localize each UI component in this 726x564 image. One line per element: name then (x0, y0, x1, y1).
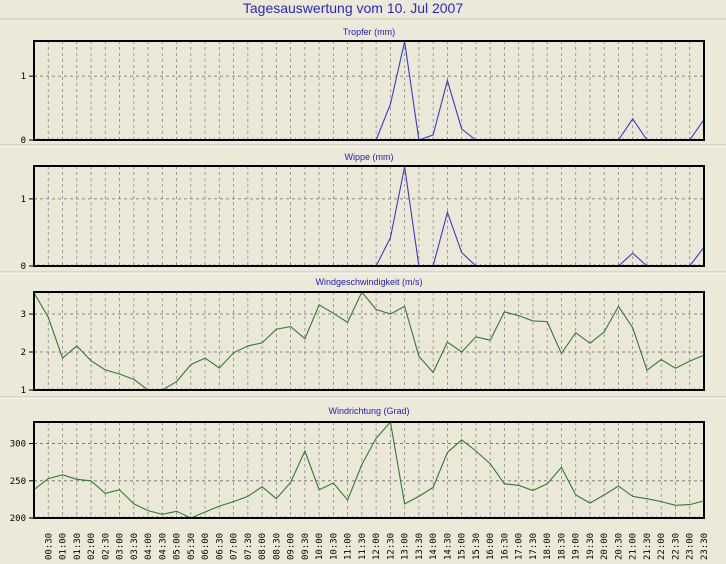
x-tick-label: 12:00 (372, 533, 382, 560)
x-tick-label: 00:30 (44, 533, 54, 560)
plot-frame (33, 165, 705, 267)
x-tick-label: 03:00 (116, 533, 126, 560)
panel-title-wippe: Wippe (mm) (345, 152, 394, 162)
panel-title-windrichtung: Windrichtung (Grad) (328, 406, 409, 416)
panel-1: 01 (0, 40, 726, 147)
x-tick-label: 13:30 (415, 533, 425, 560)
x-tick-label: 05:30 (187, 533, 197, 560)
x-tick-label: 16:30 (500, 533, 510, 560)
x-tick-label: 20:00 (600, 533, 610, 560)
x-tick-label: 16:00 (486, 533, 496, 560)
plot-area (34, 166, 704, 266)
x-tick-label: 23:00 (686, 533, 696, 560)
y-tick-label: 1 (21, 386, 26, 396)
panel-3: 1 2 3 (0, 290, 726, 399)
y-tick-label: 250 (10, 477, 26, 487)
x-tick-label: 22:30 (671, 533, 681, 560)
x-tick-label: 23:30 (700, 533, 710, 560)
panel-4: 200 250 300 (10, 420, 705, 524)
x-tick-label: 09:30 (301, 533, 311, 560)
x-tick-label: 01:30 (73, 533, 83, 560)
y-tick-label: 1 (21, 195, 26, 205)
x-tick-label: 10:30 (329, 533, 339, 560)
y-tick-label: 3 (21, 310, 26, 320)
x-tick-label: 04:30 (158, 533, 168, 560)
x-tick-label: 04:00 (144, 533, 154, 560)
x-tick-label: 21:00 (629, 533, 639, 560)
y-tick-label: 0 (21, 262, 26, 272)
x-tick-label: 22:00 (657, 533, 667, 560)
plot-area (34, 41, 704, 140)
panel-2: 01 (0, 165, 726, 274)
y-tick-label: 300 (10, 440, 26, 450)
plot-area (34, 422, 704, 518)
x-axis-labels: 00:30 01:00 01:30 02:00 02:30 03:00 03:30 04:00… (44, 533, 710, 560)
x-tick-label: 06:00 (201, 533, 211, 560)
series-line (33, 420, 705, 519)
x-tick-label: 19:00 (572, 533, 582, 560)
x-tick-label: 17:30 (529, 533, 539, 560)
x-tick-label: 10:00 (315, 533, 325, 560)
x-tick-label: 18:30 (557, 533, 567, 560)
main-title: Tagesauswertung vom 10. Jul 2007 (243, 0, 463, 16)
panel-title-tropfer: Tropfer (mm) (343, 27, 395, 37)
y-tick-label: 200 (10, 514, 26, 524)
x-tick-label: 17:00 (515, 533, 525, 560)
plot-frame (33, 291, 705, 391)
x-tick-label: 15:30 (472, 533, 482, 560)
panel-title-windgeschwindigkeit: Windgeschwindigkeit (m/s) (315, 277, 422, 287)
x-tick-label: 02:00 (87, 533, 97, 560)
x-tick-label: 15:00 (458, 533, 468, 560)
x-tick-label: 02:30 (101, 533, 111, 560)
x-tick-label: 07:30 (244, 533, 254, 560)
x-tick-label: 14:00 (429, 533, 439, 560)
x-tick-label: 08:30 (272, 533, 282, 560)
plot-area (34, 292, 704, 390)
x-tick-label: 12:30 (386, 533, 396, 560)
x-tick-label: 08:00 (258, 533, 268, 560)
x-tick-label: 07:00 (230, 533, 240, 560)
x-tick-label: 11:30 (358, 533, 368, 560)
y-tick-label: 0 (21, 136, 26, 146)
x-tick-label: 18:00 (543, 533, 553, 560)
x-tick-label: 14:30 (443, 533, 453, 560)
y-tick-label: 2 (21, 348, 26, 358)
x-tick-label: 21:30 (643, 533, 653, 560)
plot-frame (33, 40, 705, 141)
x-tick-label: 03:30 (130, 533, 140, 560)
x-tick-label: 01:00 (59, 533, 69, 560)
y-tick-label: 1 (21, 72, 26, 82)
x-tick-label: 19:30 (586, 533, 596, 560)
x-tick-label: 05:00 (173, 533, 183, 560)
plot-frame (33, 421, 705, 519)
x-tick-label: 20:30 (614, 533, 624, 560)
x-tick-label: 13:00 (401, 533, 411, 560)
x-tick-label: 09:00 (287, 533, 297, 560)
x-tick-label: 06:30 (215, 533, 225, 560)
series-line (33, 290, 705, 391)
x-tick-label: 11:00 (344, 533, 354, 560)
